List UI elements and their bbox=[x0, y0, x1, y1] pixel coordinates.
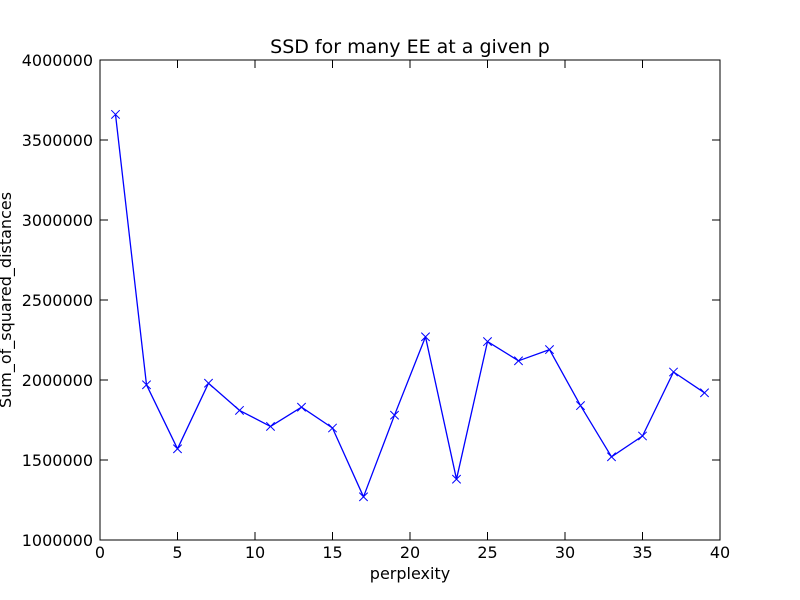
x-tick-label: 30 bbox=[555, 543, 575, 562]
x-axis: 0 5 10 15 20 25 30 35 40 bbox=[95, 60, 730, 562]
chart-title: SSD for many EE at a given p bbox=[270, 36, 550, 58]
x-tick-label: 5 bbox=[172, 543, 182, 562]
series-layer bbox=[110, 109, 710, 502]
y-tick-label: 3500000 bbox=[22, 131, 93, 150]
plot-area bbox=[99, 59, 721, 541]
data-point-x-marker bbox=[141, 380, 152, 390]
y-tick-label: 2000000 bbox=[22, 371, 93, 390]
data-point-x-marker bbox=[575, 401, 586, 411]
data-point-x-marker bbox=[389, 410, 400, 420]
data-point-x-marker bbox=[234, 405, 245, 415]
y-axis: 1000000 1500000 2000000 2500000 3000000 35000… bbox=[22, 51, 720, 550]
data-point-x-marker bbox=[358, 492, 369, 502]
x-tick-label: 35 bbox=[632, 543, 652, 562]
y-tick-label: 1000000 bbox=[22, 531, 93, 550]
y-tick-label: 2500000 bbox=[22, 291, 93, 310]
data-point-x-marker bbox=[544, 345, 555, 355]
data-point-x-marker bbox=[265, 421, 276, 431]
data-point-x-marker bbox=[327, 423, 338, 433]
y-tick-label: 1500000 bbox=[22, 451, 93, 470]
x-tick-label: 20 bbox=[400, 543, 420, 562]
x-tick-label: 25 bbox=[477, 543, 497, 562]
data-point-x-marker bbox=[668, 367, 679, 377]
data-point-x-marker bbox=[110, 109, 121, 119]
data-point-x-marker bbox=[420, 332, 431, 342]
data-point-x-marker bbox=[296, 402, 307, 412]
data-point-x-marker bbox=[637, 431, 648, 441]
data-point-x-marker bbox=[513, 356, 524, 366]
data-point-x-marker bbox=[451, 474, 462, 484]
y-tick-label: 4000000 bbox=[22, 51, 93, 70]
x-tick-label: 10 bbox=[245, 543, 265, 562]
series-line bbox=[114, 114, 705, 498]
data-point-x-marker bbox=[699, 388, 710, 398]
data-point-x-marker bbox=[172, 444, 183, 454]
x-tick-label: 15 bbox=[322, 543, 342, 562]
data-point-x-marker bbox=[482, 337, 493, 347]
x-tick-label: 0 bbox=[95, 543, 105, 562]
y-tick-label: 3000000 bbox=[22, 211, 93, 230]
y-axis-label: Sum_of_squared_distances bbox=[0, 192, 16, 408]
x-axis-label: perplexity bbox=[370, 564, 450, 583]
data-point-x-marker bbox=[203, 378, 214, 388]
data-point-x-marker bbox=[606, 452, 617, 462]
x-tick-label: 40 bbox=[710, 543, 730, 562]
